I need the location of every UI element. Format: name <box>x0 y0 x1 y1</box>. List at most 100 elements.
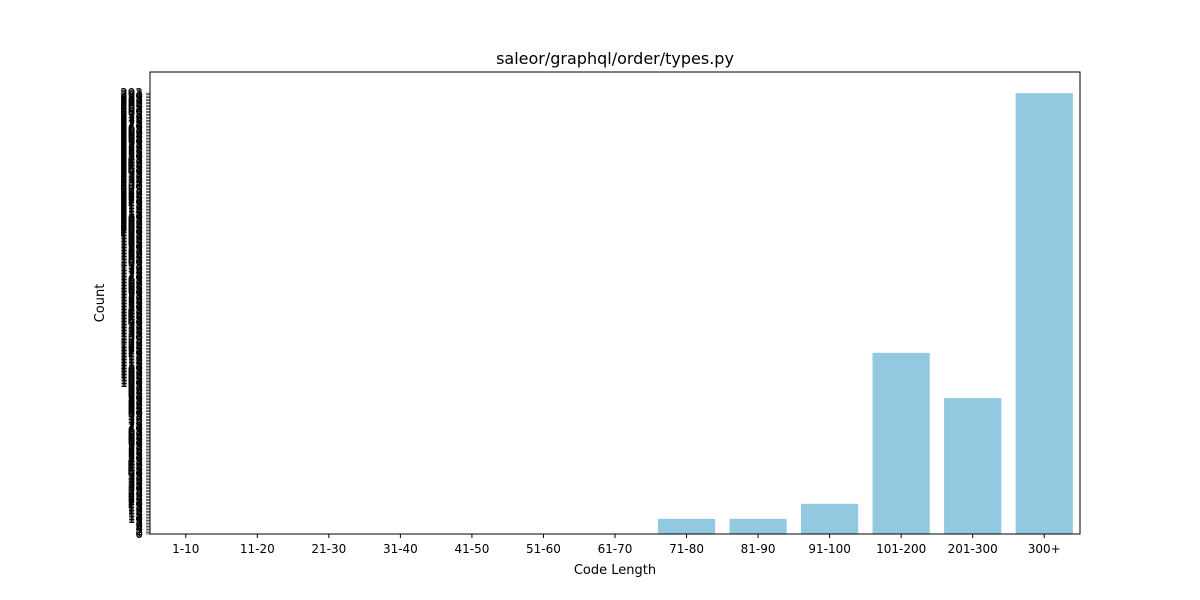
y-tick-label: 169 <box>120 272 143 286</box>
y-tick-label: 274 <box>120 113 143 127</box>
y-tick-label: 108 <box>120 364 143 378</box>
y-tick-label: 259 <box>120 136 143 150</box>
y-tick-label: 116 <box>120 352 143 366</box>
y-tick-label: 153 <box>120 296 143 310</box>
y-tick-label: 258 <box>120 137 143 151</box>
y-tick-label: 185 <box>120 248 143 262</box>
y-tick-label: 80 <box>128 406 143 420</box>
y-tick-label: 184 <box>120 249 143 263</box>
y-tick-label: 269 <box>120 121 143 135</box>
y-tick-label: 205 <box>120 217 143 231</box>
y-tick-label: 158 <box>120 288 143 302</box>
y-axis-label: Count <box>93 284 108 323</box>
y-tick-label: 245 <box>120 157 143 171</box>
y-tick-label: 1 <box>135 525 143 539</box>
y-tick-label: 109 <box>120 362 143 376</box>
y-tick-label: 204 <box>120 219 143 233</box>
y-tick-label: 49 <box>128 453 143 467</box>
y-tick-label: 202 <box>120 222 143 236</box>
y-tick-label: 41 <box>128 465 143 479</box>
y-tick-label: 235 <box>120 172 143 186</box>
y-tick-label: 254 <box>120 144 143 158</box>
y-tick-label: 178 <box>120 258 143 272</box>
y-tick-label: 33 <box>128 477 143 491</box>
y-tick-label: 268 <box>120 122 143 136</box>
y-tick-label: 67 <box>128 426 143 440</box>
y-tick-label: 13 <box>128 507 143 521</box>
y-tick-label: 144 <box>120 310 143 324</box>
y-tick-label: 8 <box>135 515 143 529</box>
y-tick-label: 271 <box>120 118 143 132</box>
y-tick-label: 122 <box>120 343 143 357</box>
y-tick-label: 105 <box>120 368 143 382</box>
y-tick-label: 22 <box>128 494 143 508</box>
y-tick-label: 214 <box>120 204 143 218</box>
y-tick-label: 74 <box>128 415 143 429</box>
y-tick-label: 189 <box>120 242 143 256</box>
y-tick-label: 85 <box>128 399 143 413</box>
y-tick-label: 50 <box>128 452 143 466</box>
y-tick-label: 107 <box>120 365 143 379</box>
y-tick-label: 115 <box>120 353 143 367</box>
y-tick-label: 104 <box>120 370 143 384</box>
y-tick-label: 32 <box>128 479 143 493</box>
y-tick-label: 285 <box>120 97 143 111</box>
y-tick-label: 79 <box>128 408 143 422</box>
y-tick-label: 125 <box>120 338 143 352</box>
y-tick-label: 129 <box>120 332 143 346</box>
y-tick-label: 255 <box>120 142 143 156</box>
y-tick-label: 194 <box>120 234 143 248</box>
y-tick-label: 291 <box>120 88 143 102</box>
y-tick-label: 262 <box>120 131 143 145</box>
y-tick-label: 127 <box>120 335 143 349</box>
y-tick-label: 26 <box>128 488 143 502</box>
x-tick-label: 51-60 <box>526 542 561 556</box>
y-tick-label: 164 <box>120 279 143 293</box>
y-tick-label: 186 <box>120 246 143 260</box>
bars <box>657 93 1073 534</box>
y-tick-label: 167 <box>120 275 143 289</box>
y-tick-label: 265 <box>120 127 143 141</box>
y-tick-label: 138 <box>120 319 143 333</box>
y-tick-label: 35 <box>128 474 143 488</box>
y-tick-label: 102 <box>120 373 143 387</box>
y-tick-label: 199 <box>120 227 143 241</box>
y-tick-label: 286 <box>120 95 143 109</box>
y-tick-label: 130 <box>120 331 143 345</box>
y-tick-label: 234 <box>120 174 143 188</box>
x-axis-label: Code Length <box>574 563 656 578</box>
y-tick-label: 86 <box>128 397 143 411</box>
y-tick-label: 110 <box>120 361 143 375</box>
y-tick-label: 231 <box>120 178 143 192</box>
y-tick-label: 191 <box>120 239 143 253</box>
y-tick-label: 224 <box>120 189 143 203</box>
y-tick-label: 69 <box>128 423 143 437</box>
plot-frame <box>149 71 1081 535</box>
y-tick-label: 250 <box>120 150 143 164</box>
y-tick-label: 196 <box>120 231 143 245</box>
y-tick-label: 132 <box>120 328 143 342</box>
y-tick-label: 290 <box>120 89 143 103</box>
y-tick-label: 239 <box>120 166 143 180</box>
y-tick-label: 94 <box>128 385 143 399</box>
y-tick-label: 23 <box>128 492 143 506</box>
y-tick-label: 177 <box>120 260 143 274</box>
y-tick-label: 92 <box>128 388 143 402</box>
y-tick-label: 70 <box>128 421 143 435</box>
y-tick-label: 63 <box>128 432 143 446</box>
y-tick-label: 201 <box>120 224 143 238</box>
y-tick-label: 12 <box>128 509 143 523</box>
y-tick-label: 276 <box>120 110 143 124</box>
y-tick-label: 113 <box>120 356 143 370</box>
y-tick-label: 19 <box>128 498 143 512</box>
y-tick-label: 143 <box>120 311 143 325</box>
y-tick-label: 213 <box>120 205 143 219</box>
x-tick-label: 41-50 <box>454 542 489 556</box>
y-tick-label: 24 <box>128 491 143 505</box>
y-tick-label: 139 <box>120 317 143 331</box>
y-tick-label: 120 <box>120 346 143 360</box>
y-tick-label: 103 <box>120 371 143 385</box>
y-tick-label: 223 <box>120 190 143 204</box>
y-tick-label: 219 <box>120 196 143 210</box>
y-tick-label: 27 <box>128 486 143 500</box>
